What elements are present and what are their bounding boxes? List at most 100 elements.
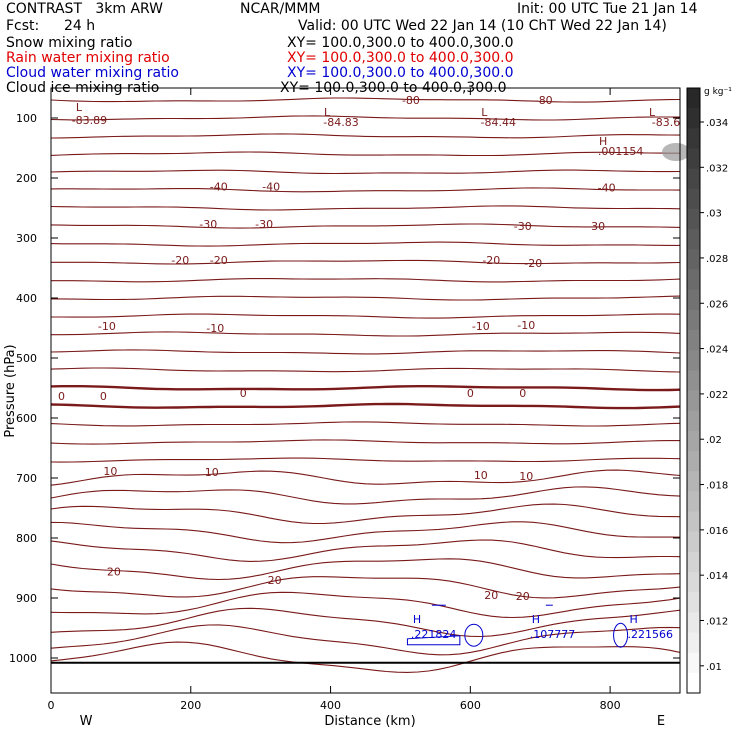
cloud-water-max-value: .221824 [411,628,457,641]
colorbar-segment [687,531,700,553]
colorbar-segment [687,592,700,614]
cloud-water-contours [406,604,629,648]
contour-label: L [324,106,331,119]
colorbar-segment [687,430,700,452]
contour-label: -84.83 [323,116,358,129]
colorbar-segment [687,209,700,231]
colorbar-tick-label: .012 [706,616,728,627]
contour-line [50,469,681,486]
contour-label: -20 [482,254,500,267]
colorbar-segment [687,148,700,170]
contour-line [51,295,681,301]
contour-label: L [76,101,83,114]
cloud-water-contour [406,635,461,646]
field-xy-rain: XY= 100.0,300.0 to 400.0,300.0 [287,50,514,66]
temperature-contours [50,97,681,673]
colorbar-tick-label: .022 [706,390,728,401]
colorbar-tick-label: .028 [706,254,728,265]
east-label: E [657,714,665,729]
contour-label: -30 [255,218,273,231]
contour-line [50,385,681,392]
field-name-snow: Snow mixing ratio [6,35,133,51]
colorbar-tick-label: .01 [706,662,722,673]
contour-line [50,223,681,229]
contour-label: -10 [517,319,535,332]
cloud-water-contour [613,622,629,648]
contour-label: 20 [268,574,282,587]
colorbar-segment [687,289,700,311]
contour-line [50,169,681,175]
contour-label: -83.6 [652,116,680,129]
colorbar-tick-label: .024 [706,345,728,356]
y-tick-label: 500 [16,352,37,365]
contour-label: -10 [98,320,116,333]
contour-line [50,624,681,656]
contour-line [50,421,681,427]
colorbar-segment [687,309,700,331]
contour-label: .001154 [598,145,644,158]
contour-label: L [481,106,488,119]
cloud-ice-shading [662,143,690,161]
contour-line [50,641,681,673]
x-tick-label: 200 [180,699,201,712]
cloud-water-max-value: .107777 [530,628,576,641]
forecast-hours: 24 h [64,18,96,34]
y-tick-label: 800 [16,532,37,545]
contour-labels: L-83.89L-84.83-80L-84.44-80L-83.6H.00115… [58,94,690,641]
contour-label: 0 [58,390,65,403]
field-xy-snow: XY= 100.0,300.0 to 400.0,300.0 [287,35,514,51]
y-tick-label: 200 [16,172,37,185]
colorbar-tick-label: .02 [706,435,722,446]
colorbar-segment [687,249,700,271]
cloud-water-max-marker: H [532,613,540,626]
contour-label: 10 [519,470,533,483]
contour-line [50,151,680,157]
colorbar-segment [687,551,700,573]
contour-label: 20 [516,590,530,603]
contour-line [50,521,681,544]
colorbar-segment [687,108,700,130]
contour-label: -10 [472,320,490,333]
contour-label: 20 [107,566,121,579]
colorbar-segment [687,612,700,634]
contour-line [50,367,681,373]
chart-title: CONTRAST 3km ARW [6,1,164,17]
init-time: Init: 00 UTC Tue 21 Jan 14 [517,1,698,17]
y-tick-label: 600 [16,412,37,425]
colorbar-segment [687,511,700,533]
contour-line [50,457,681,463]
contour-label: -10 [206,322,224,335]
y-tick-label: 900 [16,592,37,605]
colorbar-segment [687,88,700,110]
contour-label: -80 [535,94,553,107]
colorbar-tick-label: .018 [706,481,728,492]
contour-line [50,115,681,121]
x-tick-label: 400 [320,699,341,712]
contour-label: 0 [519,387,526,400]
colorbar-segment [687,471,700,493]
colorbar-tick-label: .034 [706,118,728,129]
contour-label: L [649,106,656,119]
contour-line [50,402,681,410]
colorbar-segment [687,350,700,372]
colorbar-segment [687,491,700,513]
contour-label: -30 [587,220,605,233]
cloud-water-max-value: .221566 [628,628,674,641]
contour-label: -84.44 [481,116,516,129]
colorbar-tick-label: .03 [706,209,722,220]
colorbar-segment [687,632,700,654]
contour-line [50,591,681,619]
forecast-label: Fcst: [6,18,40,34]
contour-label: 0 [240,387,247,400]
contour-line [50,503,681,525]
x-tick-label: 800 [600,699,621,712]
contour-line [51,331,681,337]
colorbar-segment [687,229,700,251]
contour-line [50,439,680,445]
colorbar-frame [686,87,701,694]
y-axis-label: Pressure (hPa) [3,344,18,437]
contour-label: -40 [210,180,228,193]
contour-label: -20 [524,257,542,270]
x-tick-label: 0 [48,699,55,712]
contour-line [50,133,681,139]
